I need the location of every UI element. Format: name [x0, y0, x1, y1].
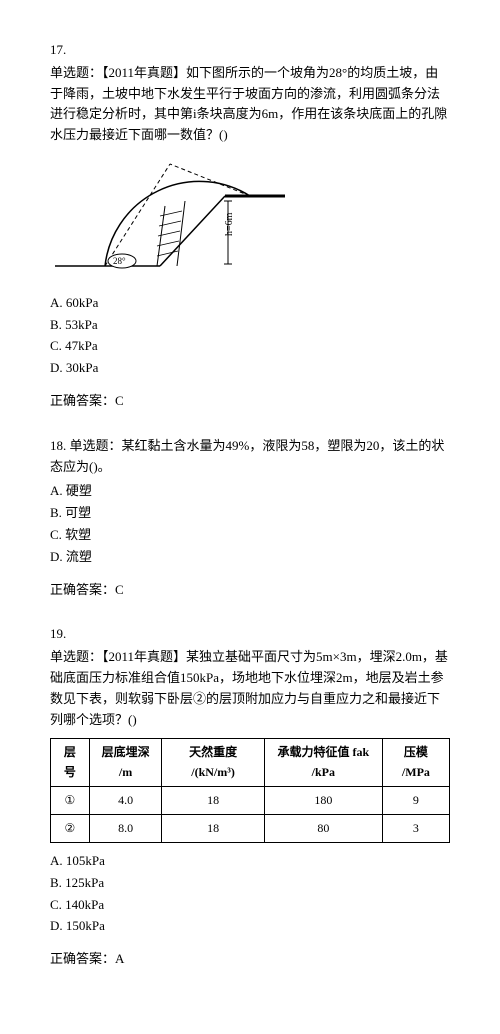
q17-number: 17. — [50, 40, 450, 61]
td-1-1: 8.0 — [89, 814, 161, 842]
table-row: ① 4.0 18 180 9 — [51, 786, 450, 814]
th-3: 承载力特征值 fak /kPa — [264, 739, 382, 786]
td-0-1: 4.0 — [89, 786, 161, 814]
q17-options: A. 60kPa B. 53kPa C. 47kPa D. 30kPa — [50, 293, 450, 379]
td-0-2: 18 — [162, 786, 264, 814]
q19-opt-b: B. 125kPa — [50, 873, 450, 894]
q18-opt-c: C. 软塑 — [50, 525, 450, 546]
th-2: 天然重度 /(kN/m³) — [162, 739, 264, 786]
td-0-4: 9 — [382, 786, 449, 814]
q18-text: 单选题：某红黏土含水量为49%，液限为58，塑限为20，该土的状态应为()。 — [50, 438, 444, 474]
td-0-0: ① — [51, 786, 90, 814]
q17-diagram: 28° h=6m — [50, 156, 450, 283]
q18-opt-a: A. 硬塑 — [50, 481, 450, 502]
q18-number: 18. — [50, 438, 66, 453]
q18-opt-d: D. 流塑 — [50, 547, 450, 568]
q17-opt-c: C. 47kPa — [50, 336, 450, 357]
q18-options: A. 硬塑 B. 可塑 C. 软塑 D. 流塑 — [50, 481, 450, 567]
q17-text: 单选题：【2011年真题】如下图所示的一个坡角为28°的均质土坡，由于降雨，土坡… — [50, 63, 450, 146]
table-row: ② 8.0 18 80 3 — [51, 814, 450, 842]
table-header-row: 层号 层底埋深 /m 天然重度 /(kN/m³) 承载力特征值 fak /kPa… — [51, 739, 450, 786]
q17-opt-a: A. 60kPa — [50, 293, 450, 314]
q19-text: 单选题：【2011年真题】某独立基础平面尺寸为5m×3m，埋深2.0m，基础底面… — [50, 647, 450, 730]
angle-label: 28° — [113, 256, 126, 266]
q19-table: 层号 层底埋深 /m 天然重度 /(kN/m³) 承载力特征值 fak /kPa… — [50, 738, 450, 843]
q19-number: 19. — [50, 624, 450, 645]
q18-answer: 正确答案：C — [50, 580, 450, 601]
q18-opt-b: B. 可塑 — [50, 503, 450, 524]
td-0-3: 180 — [264, 786, 382, 814]
th-0: 层号 — [51, 739, 90, 786]
question-18: 18. 单选题：某红黏土含水量为49%，液限为58，塑限为20，该土的状态应为(… — [50, 436, 450, 601]
td-1-0: ② — [51, 814, 90, 842]
td-1-3: 80 — [264, 814, 382, 842]
question-19: 19. 单选题：【2011年真题】某独立基础平面尺寸为5m×3m，埋深2.0m，… — [50, 624, 450, 970]
q19-opt-a: A. 105kPa — [50, 851, 450, 872]
th-4: 压模 /MPa — [382, 739, 449, 786]
height-label: h=6m — [224, 212, 235, 236]
th-1: 层底埋深 /m — [89, 739, 161, 786]
q19-opt-d: D. 150kPa — [50, 916, 450, 937]
q17-opt-d: D. 30kPa — [50, 358, 450, 379]
slope-diagram-svg: 28° h=6m — [50, 156, 290, 276]
td-1-4: 3 — [382, 814, 449, 842]
q19-answer: 正确答案：A — [50, 949, 450, 970]
q19-options: A. 105kPa B. 125kPa C. 140kPa D. 150kPa — [50, 851, 450, 937]
q17-opt-b: B. 53kPa — [50, 315, 450, 336]
q17-answer: 正确答案：C — [50, 391, 450, 412]
q19-opt-c: C. 140kPa — [50, 895, 450, 916]
question-17: 17. 单选题：【2011年真题】如下图所示的一个坡角为28°的均质土坡，由于降… — [50, 40, 450, 412]
td-1-2: 18 — [162, 814, 264, 842]
